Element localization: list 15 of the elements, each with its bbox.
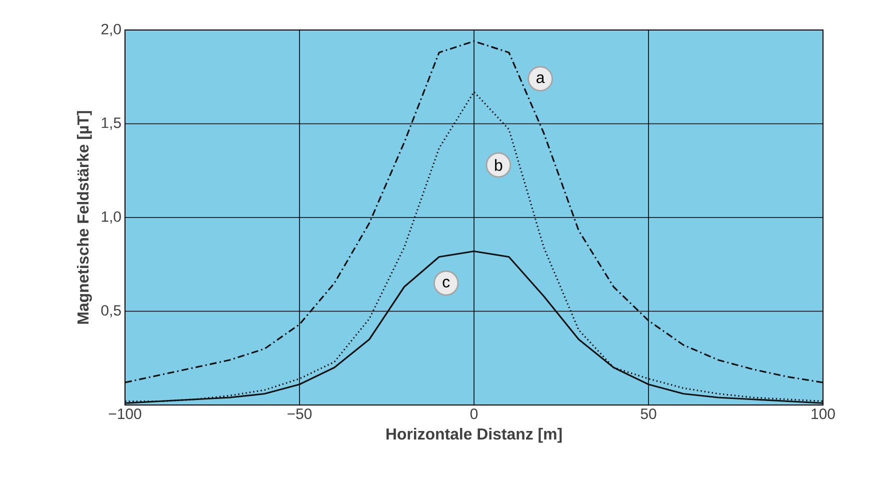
x-tick-label: −100 [108, 408, 142, 420]
x-axis-title: Horizontale Distanz [m] [386, 428, 562, 443]
y-tick-label: 1,0 [102, 211, 121, 224]
y-tick-label: 2,0 [101, 24, 121, 36]
line-series [125, 40, 824, 384]
annotation: c [442, 278, 450, 288]
x-tick-label: −50 [288, 408, 312, 420]
annotation: b [495, 159, 502, 171]
x-tick-label: 100 [812, 408, 835, 420]
y-tick-label: 0,5 [101, 305, 121, 318]
y-axis-title: Magnetische Feldstärke [µT] [76, 111, 92, 324]
x-tick-label: 50 [640, 408, 656, 420]
y-tick-label: 1,5 [102, 118, 121, 130]
x-tick-label: 0 [470, 408, 478, 420]
annotation: a [536, 74, 545, 84]
